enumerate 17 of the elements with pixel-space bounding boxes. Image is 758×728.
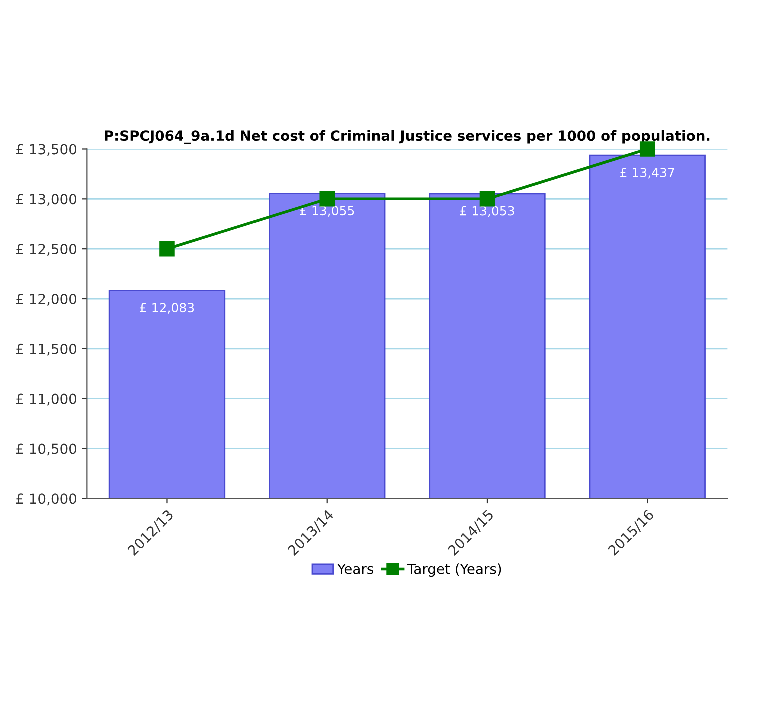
data-label: £ 13,437 <box>620 168 674 179</box>
y-tick-label: £ 11,000 <box>16 394 77 406</box>
data-label: £ 13,053 <box>460 206 514 218</box>
y-tick-label: £ 10,500 <box>16 444 77 456</box>
data-label: £ 12,083 <box>140 303 194 314</box>
y-tick-label: £ 12,000 <box>16 294 77 306</box>
y-tick-label: £ 10,000 <box>16 494 77 506</box>
point <box>320 192 335 207</box>
chart-title: P:SPCJ064_9a.1d Net cost of Criminal Justice services per 1000 of population. <box>105 130 710 144</box>
legend-label: Years <box>337 564 374 574</box>
y-tick-label: £ 13,000 <box>16 194 77 206</box>
point <box>480 192 496 207</box>
y-tick-label: £ 11,500 <box>16 344 77 356</box>
legend-label: Target (Years) <box>407 564 502 578</box>
point <box>160 241 175 257</box>
y-tick-label: £ 12,500 <box>16 244 77 256</box>
y-tick-label: £ 13,500 <box>16 144 77 156</box>
